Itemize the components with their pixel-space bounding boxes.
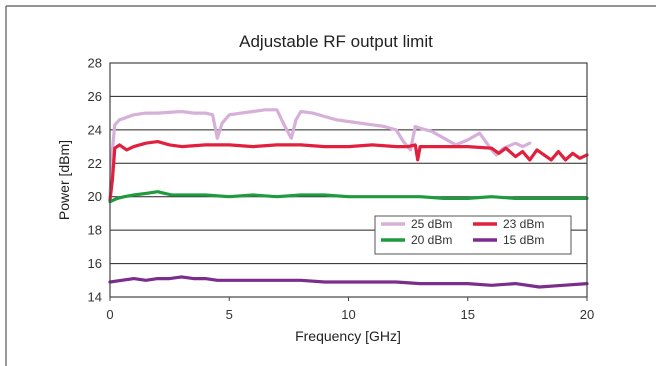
series-line-25-dbm	[108, 108, 532, 199]
series-lines	[108, 108, 589, 289]
y-tick-label-22: 22	[88, 156, 102, 171]
x-tick-label-20: 20	[580, 307, 594, 322]
series-line-15-dbm	[108, 275, 589, 289]
legend-label-20-dbm: 20 dBm	[411, 233, 452, 247]
legend: 25 dBm 23 dBm 20 dBm 15 dBm	[374, 215, 572, 255]
y-tick-label-20: 20	[88, 189, 102, 204]
legend-label-25-dbm: 25 dBm	[411, 217, 452, 231]
chart-title: Adjustable RF output limit	[239, 32, 433, 51]
series-line-20-dbm	[108, 190, 589, 204]
y-tick-label-18: 18	[88, 223, 102, 238]
x-tick-label-5: 5	[226, 307, 233, 322]
legend-box	[374, 215, 572, 255]
y-tick-labels: 14 16 18 20 22 24 26 28	[88, 56, 102, 305]
plot-area-border	[109, 62, 588, 298]
gridlines	[110, 62, 587, 298]
y-tick-label-14: 14	[88, 290, 102, 305]
y-tick-label-24: 24	[88, 122, 102, 137]
x-tick-label-15: 15	[461, 307, 475, 322]
y-tick-label-28: 28	[88, 56, 102, 71]
y-axis-title: Power [dBm]	[56, 140, 72, 220]
x-axis-title: Frequency [GHz]	[295, 328, 401, 344]
x-tick-label-10: 10	[341, 307, 355, 322]
series-line-23-dbm	[108, 140, 589, 202]
y-tick-label-16: 16	[88, 256, 102, 271]
legend-label-15-dbm: 15 dBm	[503, 233, 544, 247]
x-tick-label-0: 0	[106, 307, 113, 322]
x-tick-labels: 0 5 10 15 20	[106, 297, 594, 322]
legend-label-23-dbm: 23 dBm	[503, 217, 544, 231]
y-tick-label-26: 26	[88, 89, 102, 104]
